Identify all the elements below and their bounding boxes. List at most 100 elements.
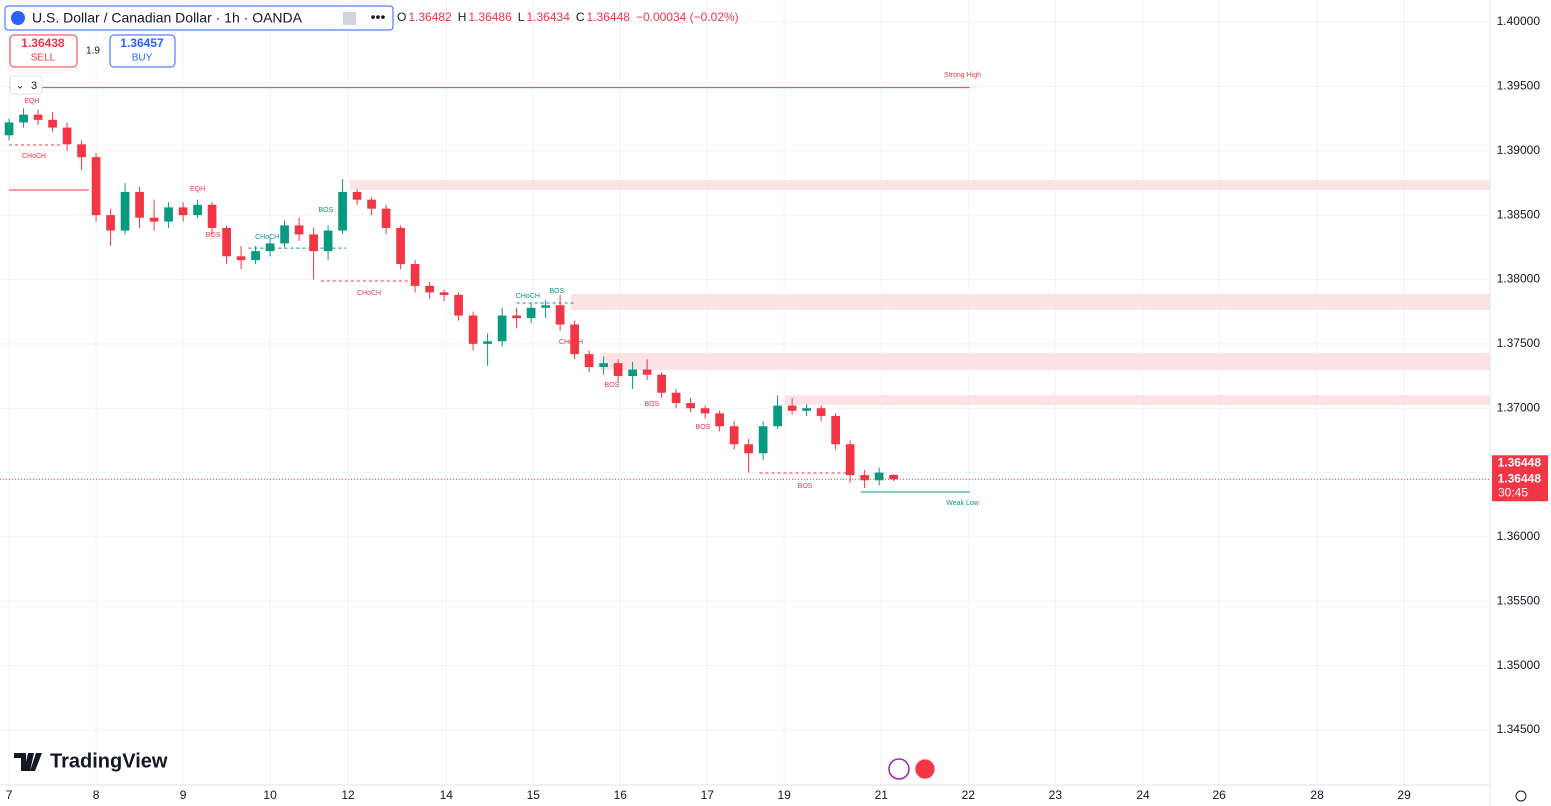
ohlc-change: −0.00034 (−0.02%) [636, 10, 739, 24]
annotation: BOS [696, 424, 711, 431]
annotation: CHoCH [255, 234, 279, 241]
candle-body [613, 363, 623, 377]
candle [526, 302, 536, 324]
candle [4, 118, 14, 141]
candle [729, 421, 739, 450]
x-tick-label: 15 [527, 788, 541, 802]
candle [396, 225, 405, 270]
symbol-icon [11, 11, 25, 25]
candle [512, 307, 521, 329]
y-tick-label: 1.37000 [1497, 400, 1541, 414]
x-tick-label: 26 [1213, 788, 1227, 802]
candle-body [541, 305, 550, 308]
y-tick-label: 1.35000 [1497, 658, 1541, 672]
buy-button[interactable] [109, 34, 176, 68]
candle [599, 356, 608, 375]
candle-body [207, 204, 217, 228]
candle-body [744, 444, 753, 454]
brand-logo [14, 753, 42, 771]
candle [352, 189, 362, 205]
y-tick-label: 1.37500 [1497, 336, 1541, 350]
candle-body [193, 204, 202, 216]
more-button[interactable]: ••• [371, 9, 386, 25]
sell-label: SELL [31, 53, 56, 64]
y-tick-label: 1.40000 [1497, 14, 1541, 28]
settings-icon[interactable] [1515, 790, 1527, 802]
candle-body [280, 225, 289, 244]
spread: 1.9 [86, 46, 100, 57]
candle-body [251, 251, 260, 261]
buy-price: 1.36457 [120, 36, 164, 50]
annotation: BOS [605, 382, 620, 389]
annotation: CHoCH [559, 339, 583, 346]
candle-body [889, 474, 898, 480]
candle-body [33, 114, 43, 120]
candle-body [860, 475, 869, 481]
sell-button[interactable] [9, 34, 78, 68]
candle [323, 225, 333, 261]
candle-body [381, 208, 391, 228]
candle-body [628, 369, 637, 377]
candle-body [135, 191, 144, 218]
ohlc-value: 1.36434 [526, 10, 570, 24]
candle-body [715, 413, 724, 427]
candle [251, 246, 260, 265]
candle [700, 405, 710, 419]
y-tick-label: 1.39500 [1497, 79, 1541, 93]
candle-body [845, 444, 855, 476]
y-tick-label: 1.38000 [1497, 272, 1541, 286]
ohlc-value: 1.36486 [468, 10, 512, 24]
buy-label: BUY [132, 53, 153, 64]
ohlc-label: C [576, 10, 585, 24]
candle [744, 439, 753, 473]
candle [584, 350, 594, 373]
indicators-toggle[interactable] [9, 75, 43, 95]
candle-body [265, 243, 275, 252]
candle-body [584, 354, 594, 368]
candle-body [454, 294, 463, 316]
candle-body [77, 144, 86, 158]
y-tick-label: 1.36000 [1497, 529, 1541, 543]
flash-icon[interactable] [888, 758, 910, 780]
flag-icon[interactable] [343, 12, 356, 25]
candle [773, 395, 782, 429]
candle [889, 474, 898, 482]
candle-body [19, 114, 28, 123]
plot-area: Strong High Weak Low EQH CHoCH EQH BOS CHoCH BO… [0, 0, 1491, 785]
candle-body [657, 374, 666, 393]
flag-event-icon[interactable] [914, 758, 936, 780]
candle-body [439, 292, 449, 295]
candle-body [671, 392, 681, 404]
candle [468, 311, 478, 351]
candle [164, 202, 173, 228]
candle [381, 204, 391, 235]
annotation: BOS [549, 288, 564, 295]
candle [555, 294, 565, 331]
candle-body [338, 191, 347, 231]
annotation: CHoCH [516, 293, 540, 300]
candle-body [222, 227, 231, 257]
candle [671, 388, 681, 409]
ohlc-value: 1.36482 [408, 10, 452, 24]
candle-body [758, 426, 768, 454]
candle-body [164, 207, 173, 222]
candle-body [294, 225, 304, 235]
candle [410, 260, 420, 293]
candle-body [802, 408, 811, 411]
x-tick-label: 17 [701, 788, 715, 802]
countdown: 30:45 [1498, 485, 1528, 499]
candle [541, 300, 550, 319]
ohlc-label: O [397, 10, 406, 24]
candle [845, 440, 855, 483]
candle [48, 112, 57, 132]
x-tick-label: 10 [263, 788, 277, 802]
candle-body [178, 207, 188, 216]
symbol-box[interactable] [4, 5, 394, 31]
x-tick-label: 24 [1136, 788, 1150, 802]
candle-body [599, 363, 608, 368]
candle-body [874, 472, 884, 481]
candle [222, 225, 231, 265]
candle [816, 405, 826, 422]
last-price-label: 1.36448 [1498, 471, 1542, 485]
